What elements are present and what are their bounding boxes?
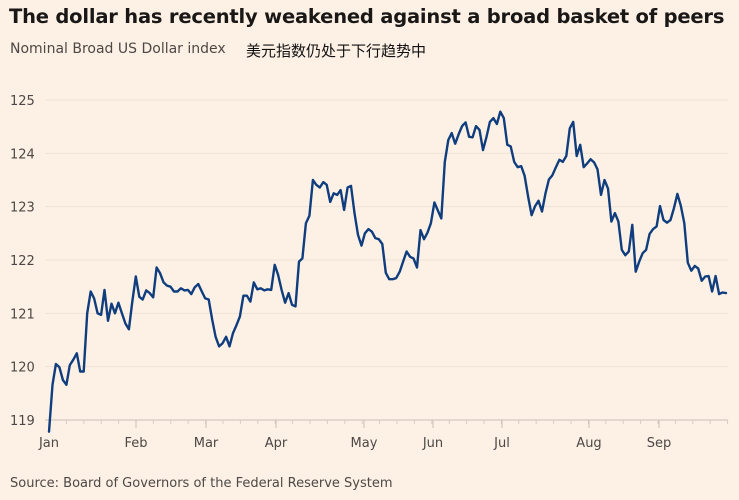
x-tick-label: Feb [124,436,147,451]
x-tick-label: Aug [576,436,601,451]
x-tick-label: Jan [38,436,59,451]
x-tick-label: Jul [493,436,510,451]
chart-title: The dollar has recently weakened against… [9,5,725,28]
chart-subtitle-translation: 美元指数仍处于下行趋势中 [246,42,427,60]
x-tick-label: May [351,436,378,451]
dollar-index-line [47,110,728,433]
y-tick-label: 125 [10,94,35,109]
x-tick-label: Apr [265,436,288,451]
chart-subtitle: Nominal Broad US Dollar index [10,41,226,57]
y-tick-label: 123 [10,201,35,216]
chart-source: Source: Board of Governors of the Federa… [10,476,393,491]
y-tick-label: 120 [10,361,35,376]
x-tick-label: Mar [194,436,219,451]
y-tick-label: 124 [10,147,35,162]
y-tick-label: 122 [10,254,35,269]
x-tick-label: Jun [422,436,443,451]
y-tick-label: 119 [10,414,35,429]
x-tick-label: Sep [647,436,672,451]
y-tick-label: 121 [10,307,35,322]
